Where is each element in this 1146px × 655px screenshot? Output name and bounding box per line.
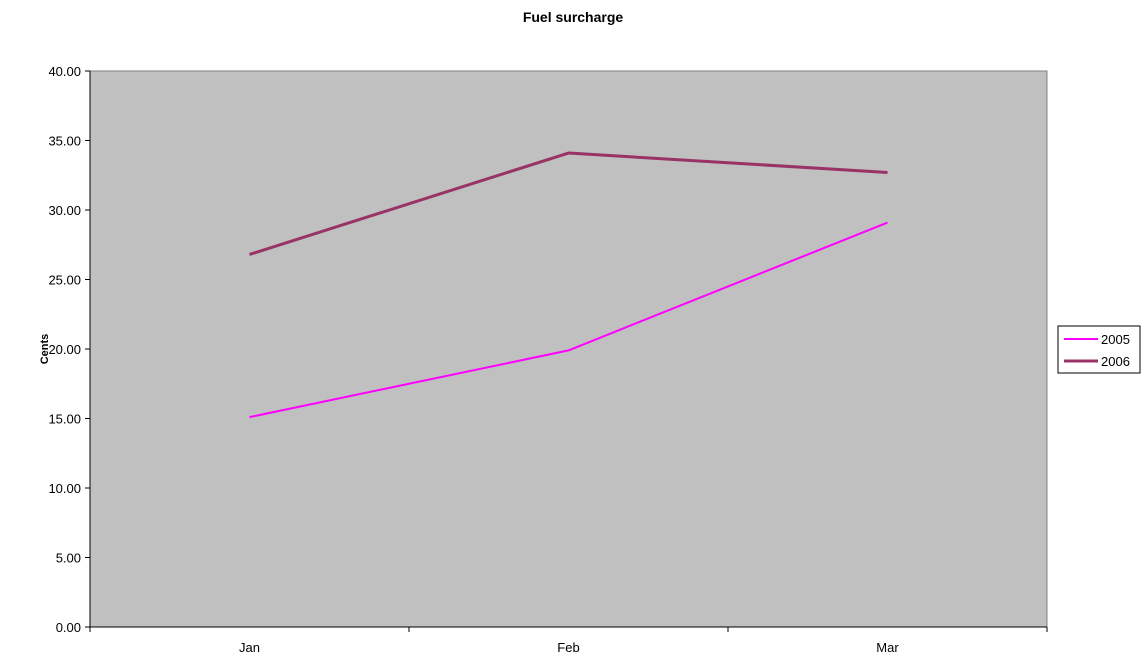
y-tick-label: 30.00 [48,203,81,218]
x-tick-label: Jan [239,640,260,655]
y-tick-label: 0.00 [56,620,81,635]
y-tick-label: 35.00 [48,134,81,149]
y-tick-label: 25.00 [48,273,81,288]
legend-label-2006: 2006 [1101,354,1130,369]
plot-area [89,70,1048,628]
x-tick-label: Mar [876,640,899,655]
x-tick-label: Feb [557,640,579,655]
y-tick-label: 10.00 [48,481,81,496]
y-tick-label: 15.00 [48,412,81,427]
y-tick-label: 5.00 [56,551,81,566]
x-axis: Jan Feb Mar [89,626,1048,655]
y-tick-label: 20.00 [48,342,81,357]
y-axis-label: Cents [39,334,51,365]
legend-label-2005: 2005 [1101,332,1130,347]
series-layer [249,151,888,419]
legend: 2005 2006 [1057,325,1141,374]
chart-title: Fuel surcharge [523,9,624,25]
y-axis: 0.00 5.00 10.00 15.00 20.00 25.00 30.00 35.00 40… [48,64,91,635]
legend-box [1057,325,1141,374]
y-tick-label: 40.00 [48,64,81,79]
